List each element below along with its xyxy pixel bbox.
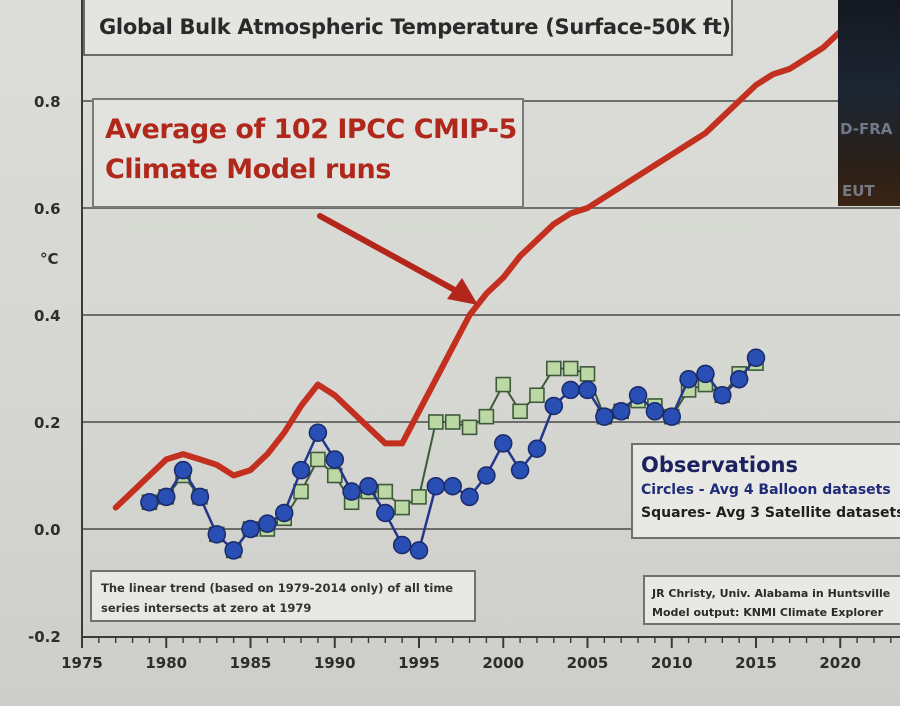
satellite-point <box>444 414 461 430</box>
balloon-point <box>561 380 580 400</box>
balloon-point <box>392 535 412 555</box>
balloon-point <box>224 541 243 560</box>
y-tick-label: 0.6 <box>34 200 61 218</box>
x-tick-label: 1985 <box>230 654 272 672</box>
satellite-point <box>495 376 512 393</box>
satellite-point <box>512 403 528 420</box>
balloon-point <box>157 487 176 507</box>
balloon-point <box>510 460 530 480</box>
x-tick-label: 1975 <box>61 654 103 672</box>
x-tick-label: 1990 <box>314 654 356 672</box>
satellite-point <box>562 360 579 377</box>
satellite-point <box>411 489 427 505</box>
x-tick-label: 2005 <box>567 654 609 672</box>
credit-line2: Model output: KNMI Climate Explorer <box>652 606 884 619</box>
model-annotation-line2: Climate Model runs <box>105 154 391 185</box>
balloon-point <box>409 541 429 560</box>
x-tick-labels: 1975 1980 1985 1990 1995 2000 2005 2010 2015 2020 <box>61 637 892 672</box>
balloon-point <box>207 525 227 544</box>
balloon-point <box>662 407 681 426</box>
balloon-point <box>258 514 277 533</box>
balloon-point <box>679 369 698 389</box>
axis-layer <box>81 0 900 638</box>
model-average-line <box>112 0 878 511</box>
balloon-point <box>595 407 614 426</box>
y-tick-label: 0.2 <box>34 414 61 432</box>
y-axis-unit-label: °C <box>40 250 59 268</box>
balloon-point <box>274 503 294 523</box>
balloon-point <box>494 434 513 453</box>
legend-title: Observations <box>641 453 798 477</box>
y-tick-label: 0.8 <box>34 93 61 111</box>
balloon-point <box>611 402 631 421</box>
balloon-point <box>426 476 446 496</box>
observations-legend: Observations Circles - Avg 4 Balloon dat… <box>631 443 900 539</box>
balloon-point <box>173 460 193 480</box>
balloon-point <box>746 348 766 368</box>
legend-squares-entry: Squares- Avg 3 Satellite datasets <box>641 505 900 521</box>
y-tick-label: 0.0 <box>34 521 61 539</box>
satellite-point <box>428 414 444 430</box>
balloon-point <box>729 369 749 389</box>
balloon-point <box>190 487 210 507</box>
chart-title-text: Global Bulk Atmospheric Temperature (Sur… <box>99 15 731 39</box>
satellite-point <box>545 360 562 377</box>
balloon-point <box>342 482 361 501</box>
arrow-shaft <box>317 213 465 297</box>
balloon-point <box>325 450 344 469</box>
model-annotation-line1: Average of 102 IPCC CMIP-5 <box>105 114 517 145</box>
model-series-layer <box>112 0 878 511</box>
linear-trend-note: The linear trend (based on 1979-2014 onl… <box>90 570 476 622</box>
satellite-point <box>478 408 495 425</box>
satellite-point <box>461 419 478 436</box>
speaker-photo-inset: D-FRA EUT <box>838 0 900 206</box>
balloon-point <box>291 460 311 480</box>
note-line2: series intersects at zero at 1979 <box>101 601 312 615</box>
x-tick-label: 1995 <box>398 654 440 672</box>
arrow-head <box>447 278 478 305</box>
chart-title: Global Bulk Atmospheric Temperature (Sur… <box>83 0 733 56</box>
balloon-point <box>578 380 597 400</box>
credit-line1: JR Christy, Univ. Alabama in Huntsville <box>652 587 891 600</box>
annotation-arrow <box>317 213 478 305</box>
balloon-point <box>359 476 378 496</box>
x-tick-label: 2000 <box>482 654 524 672</box>
satellite-point <box>377 483 394 500</box>
y-tick-labels: -0.2 0.0 0.2 0.4 0.6 0.8 <box>28 93 61 646</box>
balloon-point <box>443 476 462 496</box>
satellite-point <box>394 499 410 516</box>
balloon-point <box>544 396 564 416</box>
balloon-point <box>645 402 665 421</box>
balloon-point <box>308 423 328 442</box>
balloon-point <box>140 493 159 512</box>
photo-text-2: EUT <box>842 182 875 200</box>
x-tick-label: 2010 <box>651 654 693 672</box>
satellite-point <box>310 451 326 468</box>
photo-text-1: D-FRA <box>840 120 893 138</box>
legend-circles-entry: Circles - Avg 4 Balloon datasets <box>641 482 891 498</box>
balloon-point <box>241 519 260 539</box>
x-tick-label: 2015 <box>735 654 777 672</box>
balloon-point <box>713 386 732 405</box>
model-annotation-box: Average of 102 IPCC CMIP-5 Climate Model… <box>92 98 524 208</box>
satellite-point <box>293 483 309 500</box>
balloon-point <box>628 386 648 405</box>
satellite-point <box>529 387 545 404</box>
y-tick-label: -0.2 <box>28 628 61 646</box>
x-tick-label: 2020 <box>819 654 861 672</box>
balloon-point <box>527 439 547 458</box>
balloon-point <box>696 364 715 384</box>
x-tick-label: 1980 <box>145 654 187 672</box>
y-tick-label: 0.4 <box>34 307 61 325</box>
balloon-point <box>477 466 496 485</box>
source-credit: JR Christy, Univ. Alabama in Huntsville … <box>643 575 900 625</box>
balloon-series-layer <box>140 348 766 560</box>
satellite-point <box>579 366 596 382</box>
note-line1: The linear trend (based on 1979-2014 onl… <box>101 581 454 595</box>
balloon-point <box>376 503 395 523</box>
balloon-point <box>460 487 479 507</box>
